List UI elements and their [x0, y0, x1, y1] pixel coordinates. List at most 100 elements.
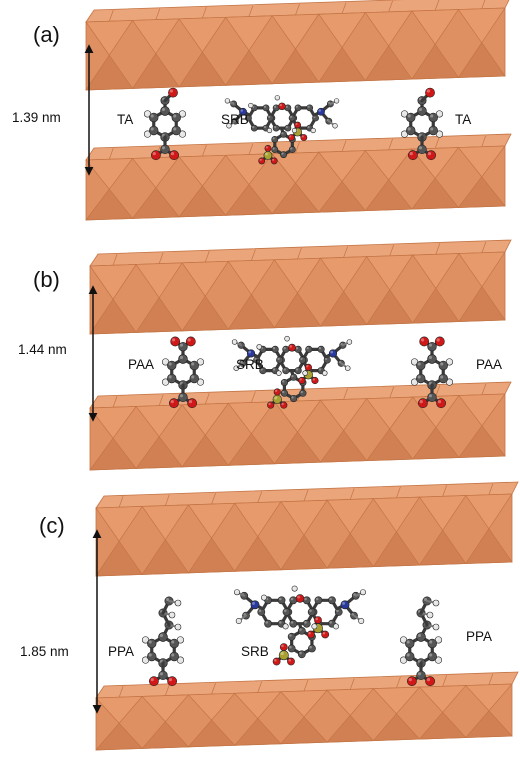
atom-highlight [407, 114, 411, 118]
atom [264, 145, 272, 152]
octahedron-facet [227, 293, 276, 330]
atom-highlight [277, 371, 279, 374]
atom-highlight [145, 111, 148, 114]
atom-highlight [279, 597, 282, 601]
atom [278, 650, 289, 661]
octahedron-facet [141, 539, 190, 575]
octahedron-facet [366, 254, 414, 291]
atom [317, 345, 325, 353]
atom-highlight [291, 374, 294, 378]
atom [322, 370, 328, 376]
octahedron-edge [481, 383, 487, 395]
atom-highlight [163, 379, 166, 383]
atom-highlight [166, 598, 169, 602]
atom [282, 345, 290, 353]
octahedron-facet [178, 51, 227, 88]
octahedron-facet [135, 436, 183, 469]
center-molecule-label: SRB [241, 644, 269, 659]
octahedron-facet [273, 431, 322, 465]
atom-highlight [289, 634, 292, 637]
atom-highlight [150, 114, 154, 118]
atom-highlight [292, 586, 295, 589]
atom-highlight [169, 612, 172, 615]
panel-label: (a) [33, 22, 60, 47]
interlayer-spacing-label: 1.85 nm [20, 644, 69, 659]
atom-highlight [447, 379, 450, 383]
octahedron-facet [319, 256, 368, 293]
atom-highlight [168, 362, 172, 366]
atom [284, 124, 292, 132]
octahedron-edge [165, 684, 170, 696]
octahedron-facet [135, 297, 183, 333]
atom-highlight [279, 103, 282, 107]
atom-highlight [412, 379, 415, 383]
atom [321, 630, 330, 639]
atom-highlight [281, 644, 284, 648]
atom-highlight [285, 125, 288, 129]
octahedron-edge [488, 673, 494, 685]
atom [306, 630, 315, 639]
atom [267, 401, 275, 409]
octahedron-edge [442, 675, 447, 687]
octahedron-facet [364, 45, 413, 82]
atom [305, 345, 313, 353]
octahedron-edge [112, 396, 118, 408]
octahedron-edge [442, 485, 447, 497]
atom [416, 373, 426, 384]
octahedron-facet [181, 295, 229, 332]
atom-highlight [240, 109, 243, 112]
atom [291, 585, 298, 592]
atom [332, 623, 339, 630]
atom [294, 345, 302, 353]
atom [416, 632, 426, 642]
atom-highlight [260, 368, 263, 371]
octahedron-facet [364, 179, 413, 212]
atom-highlight [265, 621, 269, 624]
atom [277, 596, 286, 605]
atom [169, 651, 179, 662]
atom-highlight [171, 653, 175, 657]
octahedron-edge [118, 496, 124, 508]
octahedron-facet [224, 49, 273, 86]
octahedron-edge [202, 6, 207, 19]
octahedron-edge [211, 492, 216, 505]
octahedron-facet [458, 425, 506, 458]
panel-c: (c) 1.85 nm PPA SRB PPA [20, 481, 519, 751]
octahedron-edge [343, 246, 348, 258]
atom-highlight [268, 115, 271, 118]
atom [417, 144, 427, 155]
atom-highlight [178, 637, 181, 640]
atom-highlight [249, 103, 251, 106]
atom-highlight [426, 677, 431, 682]
atom-highlight [171, 640, 175, 644]
atom-highlight [295, 105, 298, 108]
atom [427, 638, 437, 649]
atom-highlight [289, 645, 292, 649]
octahedron-facet [412, 426, 460, 460]
atom [310, 127, 316, 134]
atom-highlight [178, 657, 181, 661]
octahedron-edge [435, 243, 441, 255]
atom-highlight [417, 672, 421, 676]
atom [271, 136, 279, 143]
atom-highlight [232, 340, 235, 342]
octahedron-facet [131, 53, 180, 89]
intercalated-molecules [141, 585, 443, 687]
atom-highlight [437, 131, 440, 135]
octahedron-facet [464, 710, 513, 738]
octahedron-edge [155, 8, 161, 20]
atom [248, 102, 254, 109]
octahedron-facet [412, 287, 460, 324]
atom-highlight [418, 146, 422, 150]
atom-highlight [307, 105, 310, 108]
atom [294, 121, 302, 129]
octahedron-edge [112, 254, 118, 266]
intercalated-molecules [143, 87, 444, 165]
atom-highlight [143, 657, 146, 661]
atom-highlight [412, 359, 415, 362]
atom-highlight [282, 390, 285, 394]
atom [231, 339, 238, 345]
atom-highlight [163, 359, 166, 362]
atom-highlight [236, 619, 239, 621]
atom [258, 157, 266, 165]
